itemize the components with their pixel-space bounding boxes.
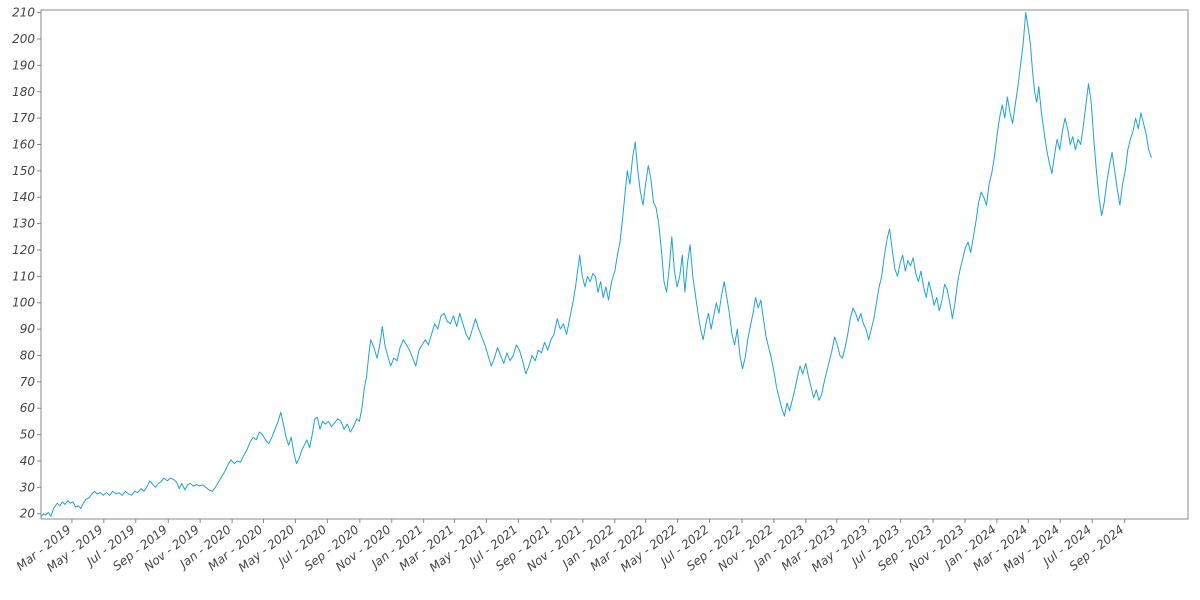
y-tick-label: 210 <box>12 6 35 20</box>
plot-frame <box>40 9 1189 520</box>
y-tick-label: 20 <box>20 507 36 521</box>
y-tick-label: 160 <box>12 138 35 152</box>
y-tick-label: 60 <box>20 401 36 415</box>
y-tick-label: 90 <box>20 322 36 336</box>
series-line <box>40 12 1152 517</box>
y-tick-label: 180 <box>12 85 35 99</box>
y-tick-label: 130 <box>12 217 35 231</box>
y-tick-label: 140 <box>12 190 35 204</box>
y-tick-label: 50 <box>20 428 36 442</box>
y-tick-label: 200 <box>12 32 35 46</box>
y-tick-label: 30 <box>20 480 36 494</box>
y-tick-label: 70 <box>20 375 36 389</box>
y-axis: 20 30 40 50 60 70 80 90 100 110 120 130 140 150 160 170… <box>12 6 41 521</box>
y-tick-label: 80 <box>20 348 36 362</box>
y-tick-label: 40 <box>20 454 36 468</box>
y-tick-label: 150 <box>12 164 35 178</box>
y-tick-label: 170 <box>12 111 35 125</box>
y-tick-label: 110 <box>12 269 35 283</box>
y-tick-label: 100 <box>12 296 35 310</box>
y-tick-label: 190 <box>12 58 35 72</box>
y-tick-label: 120 <box>12 243 35 257</box>
